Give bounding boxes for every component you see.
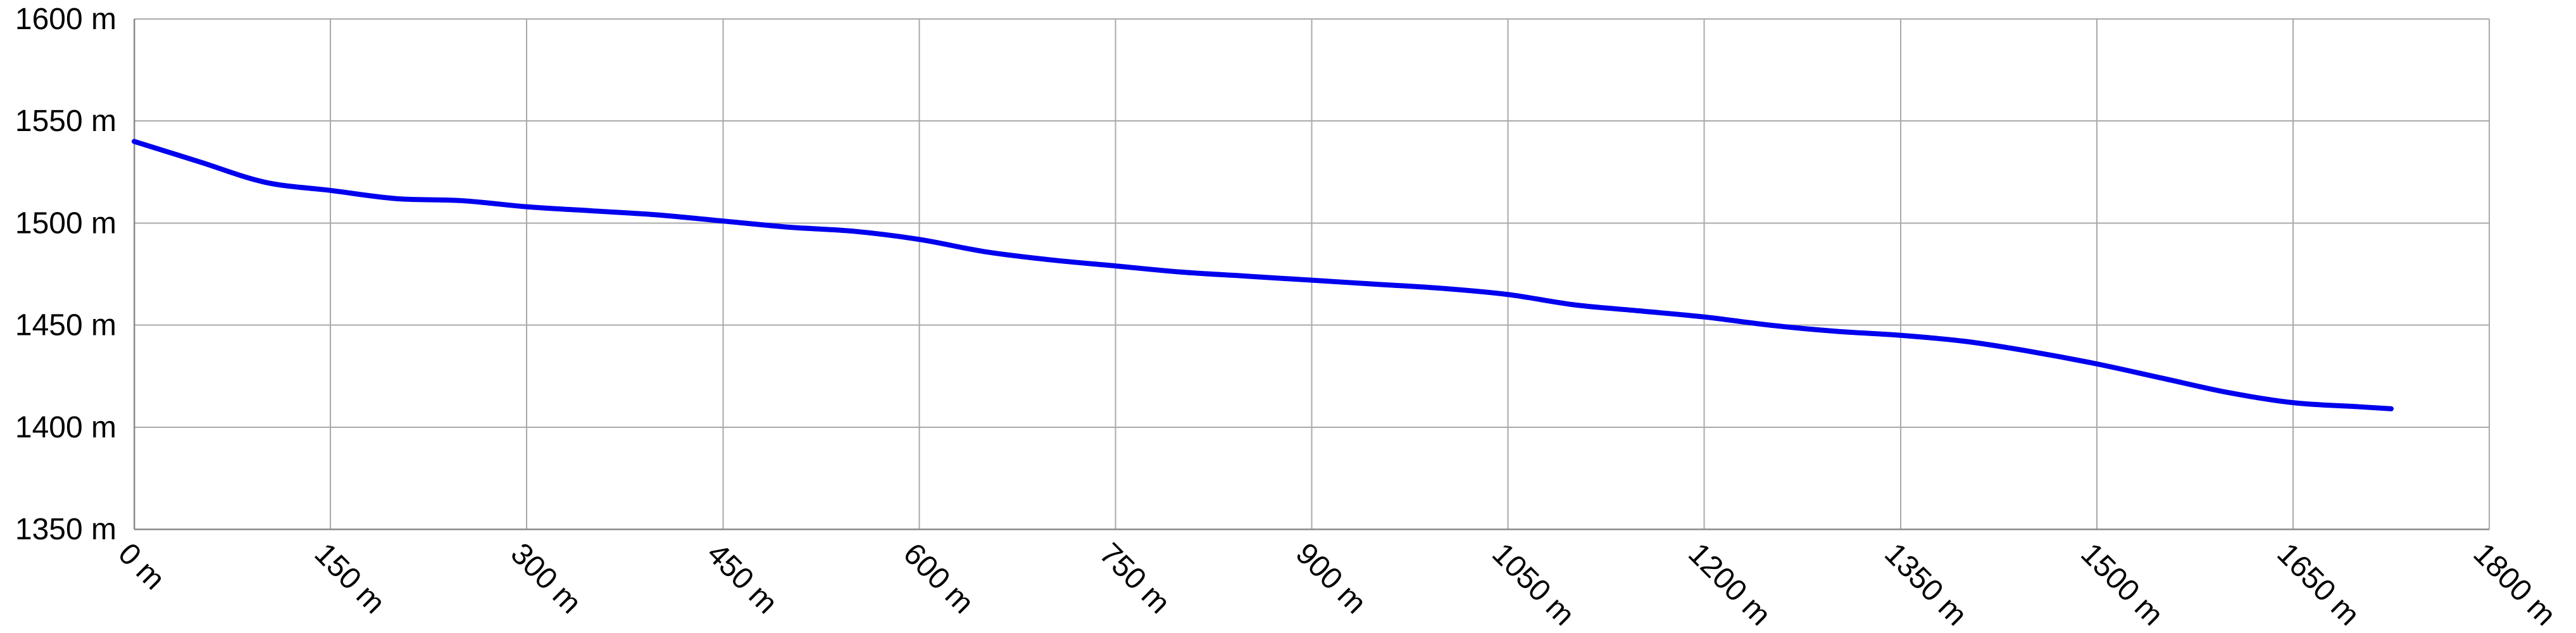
x-tick-label: 1800 m [2467,537,2562,632]
x-tick-label: 300 m [504,537,588,620]
y-tick-label: 1400 m [15,411,116,444]
x-tick-label: 900 m [1289,537,1373,620]
x-tick-label: 450 m [701,537,784,620]
x-tick-label: 150 m [308,537,392,620]
x-tick-label: 600 m [897,537,980,620]
y-tick-labels: 1350 m 1400 m 1450 m 1500 m 1550 m 1600 m [15,3,116,546]
x-tick-label: 1200 m [1682,537,1777,632]
elevation-series-line [132,139,2394,411]
x-tick-label: 1350 m [1878,537,1973,632]
x-tick-label: 1050 m [1485,537,1581,632]
series-layer [132,139,2394,411]
y-tick-label: 1600 m [15,3,116,36]
x-tick-label: 0 m [111,537,171,596]
grid-lines [134,18,2490,530]
y-tick-label: 1350 m [15,513,116,546]
y-tick-label: 1550 m [15,104,116,138]
y-tick-label: 1500 m [15,206,116,240]
y-tick-label: 1450 m [15,309,116,342]
x-tick-label: 1500 m [2074,537,2170,632]
axis-frame [133,19,2489,530]
x-tick-label: 1650 m [2270,537,2366,632]
x-tick-label: 750 m [1093,537,1177,620]
x-tick-labels: 0 m 150 m 300 m 450 m 600 m 750 m 900 m 1050 m 1… [111,537,2562,632]
